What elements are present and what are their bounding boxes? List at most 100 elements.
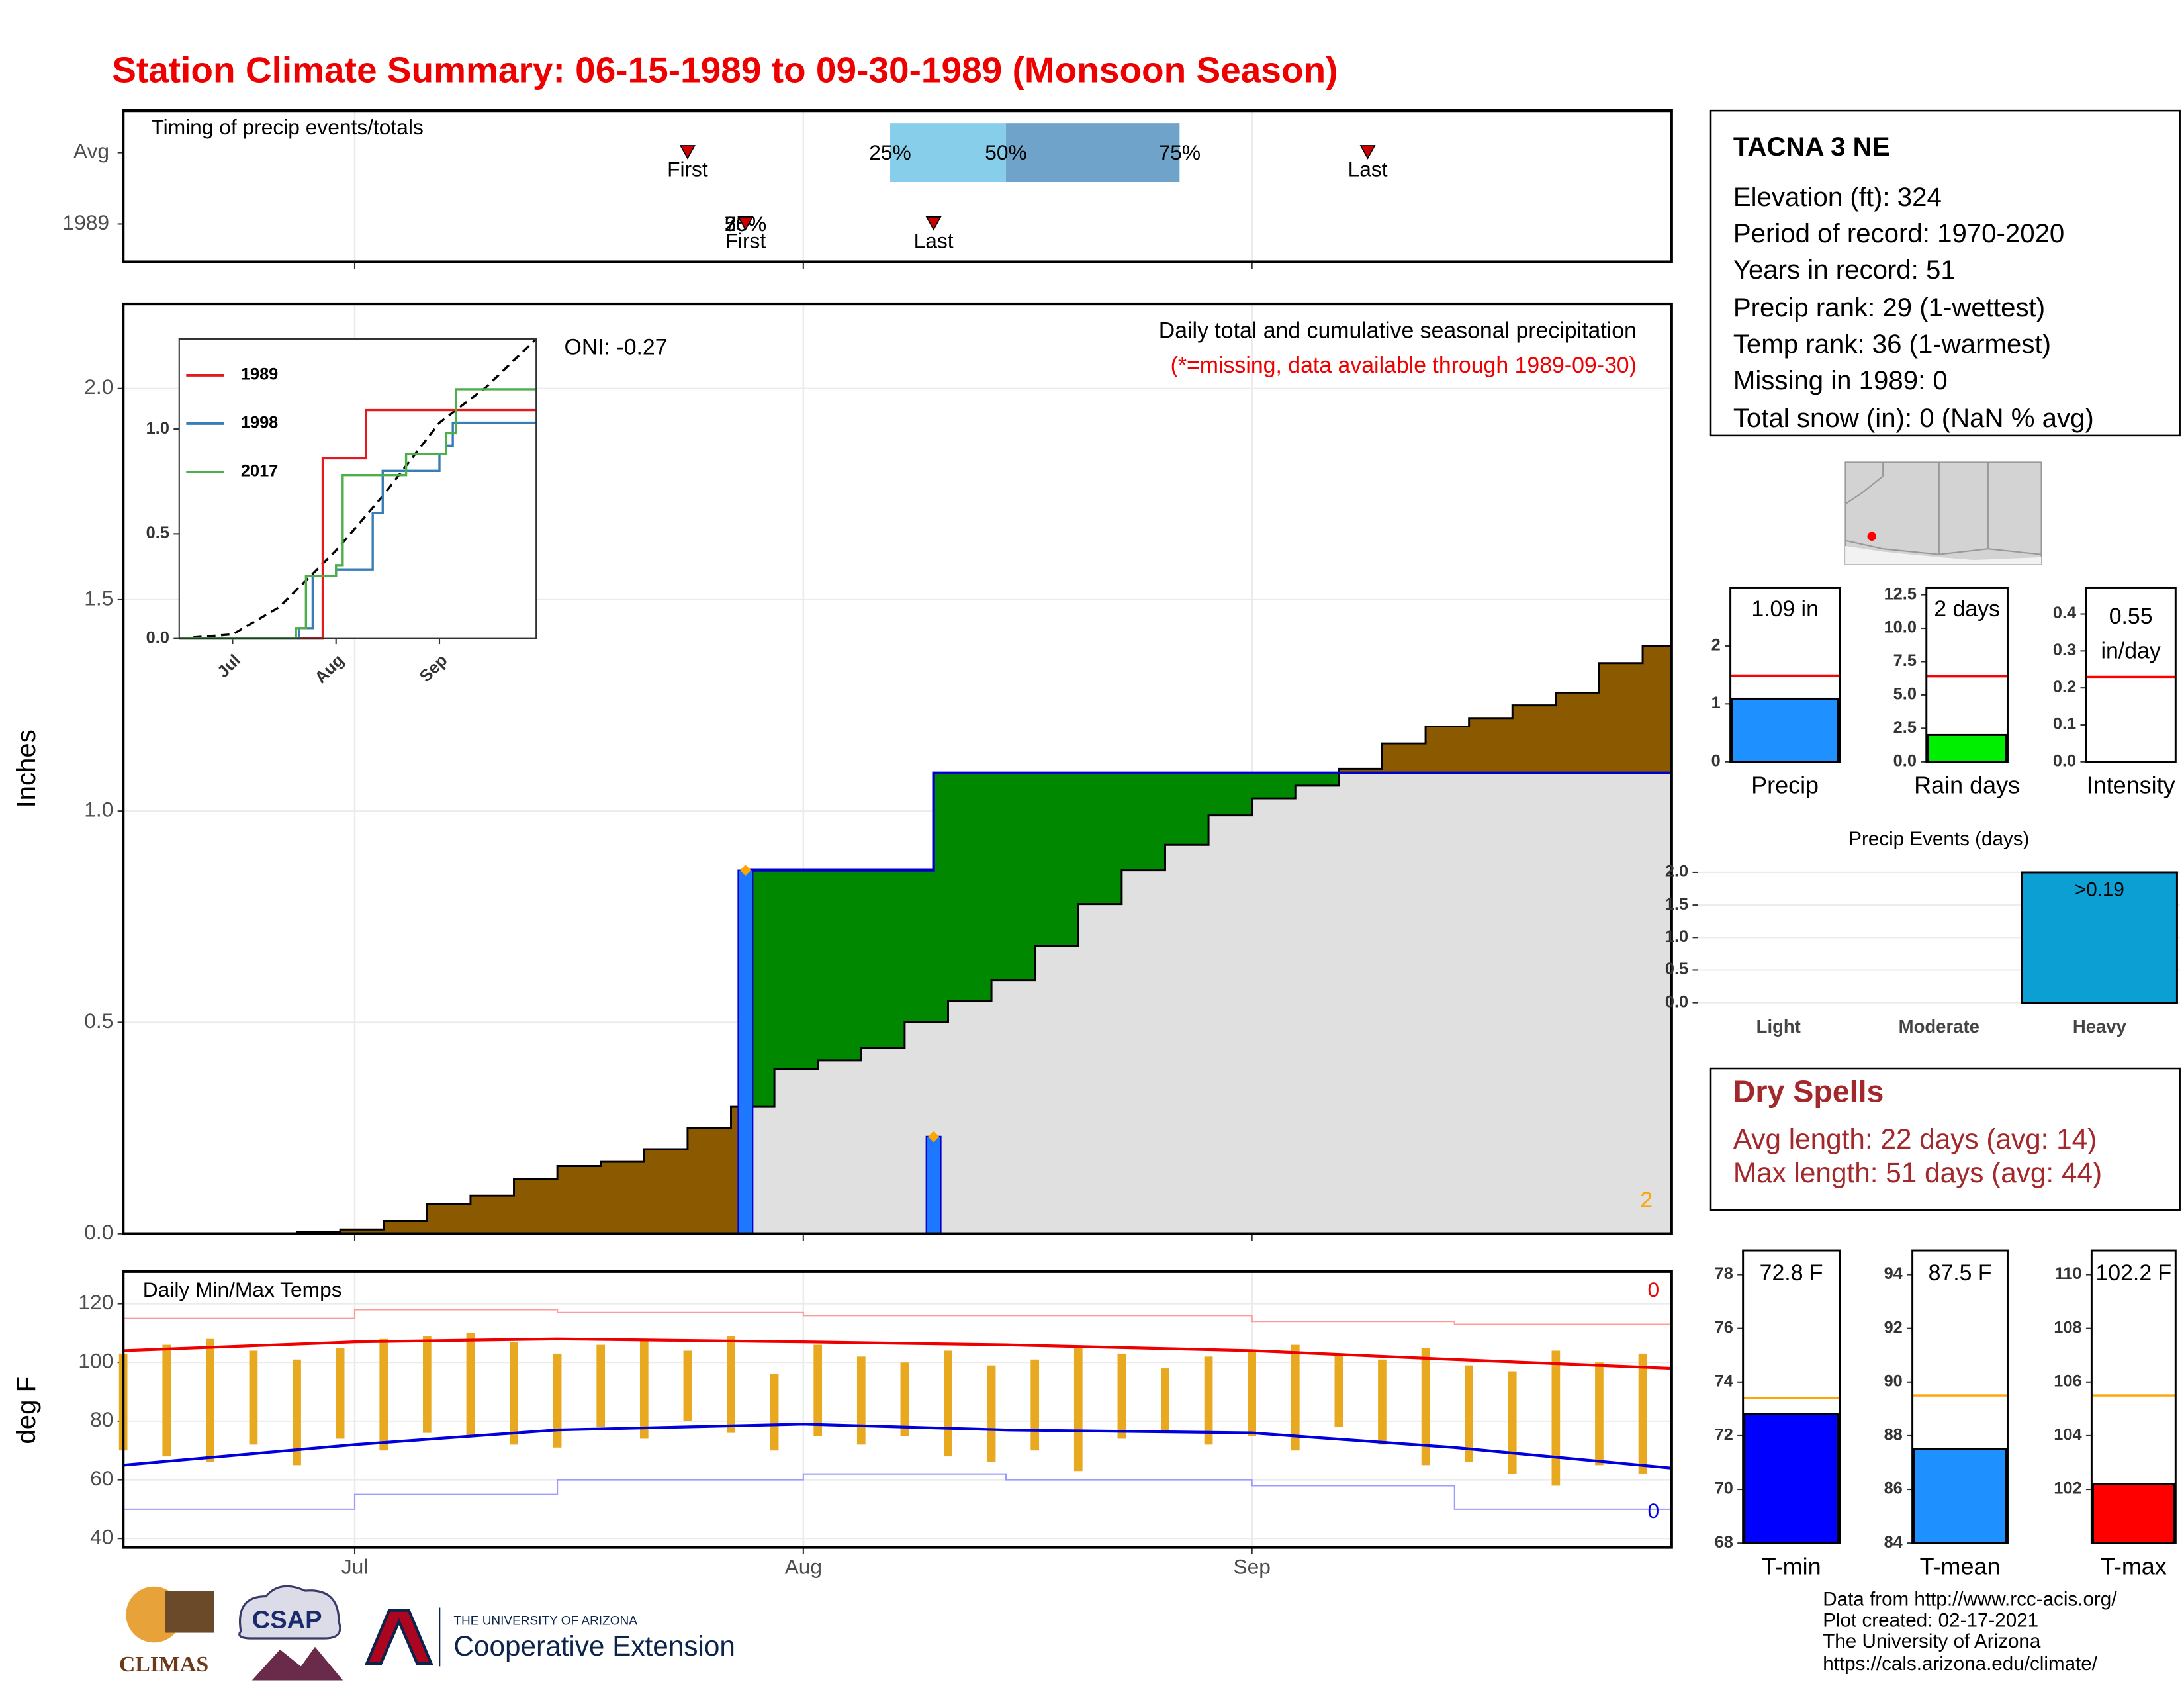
quartile-box <box>890 123 1006 183</box>
y-tick-label: 0.5 <box>84 1009 113 1033</box>
temp-bar <box>1508 1371 1517 1474</box>
station-line: Years in record: 51 <box>1733 255 1956 285</box>
temp-bar <box>1073 1348 1083 1472</box>
y-tick-label: 78 <box>1715 1264 1733 1283</box>
chart-frame <box>1729 586 1841 763</box>
y-tick-label: 0.0 <box>146 628 169 647</box>
y-tick-label: 1.0 <box>146 419 169 438</box>
y-tick-label: 40 <box>90 1525 113 1549</box>
daily-bar <box>925 1135 942 1235</box>
bar <box>2092 1483 2175 1544</box>
category-label: Precip <box>1751 771 1819 798</box>
y-tick-label: 7.5 <box>1893 651 1917 670</box>
bar-annotation: >0.19 <box>2075 878 2124 900</box>
normal-line <box>122 1423 1672 1470</box>
y-tick-label: 1 <box>1711 694 1721 712</box>
temp-bar <box>727 1336 735 1433</box>
station-box <box>1709 109 2181 437</box>
temp-bar <box>944 1350 952 1457</box>
panel-frame <box>122 1270 1673 1549</box>
event-marker <box>737 216 754 231</box>
record-count: 0 <box>1647 1499 1659 1523</box>
y-tick-label: 0.5 <box>146 524 169 542</box>
temp-bar <box>770 1374 779 1451</box>
chart-frame <box>1742 1249 1841 1544</box>
event-label: Last <box>914 228 954 252</box>
y-tick-label: 60 <box>90 1466 113 1490</box>
chart-frame <box>2090 1249 2177 1544</box>
event-marker <box>925 216 942 231</box>
station-line: Total snow (in): 0 (NaN % avg) <box>1733 403 2094 433</box>
category-label: Intensity <box>2087 771 2175 798</box>
x-tick-label: Jul <box>341 1555 369 1579</box>
temp-bar <box>1334 1353 1343 1427</box>
inset-frame <box>178 338 537 639</box>
dry-spells-title: Dry Spells <box>1733 1074 1884 1108</box>
daily-bar <box>737 869 754 1235</box>
y-tick-label: 106 <box>2054 1372 2081 1390</box>
value-label: 87.5 F <box>1929 1260 1992 1286</box>
y-axis-title: Inches <box>11 729 41 808</box>
y-tick-label: 94 <box>1884 1264 1903 1283</box>
dry-spells-line: Avg length: 22 days (avg: 14) <box>1733 1123 2097 1154</box>
panel-title: Timing of precip events/totals <box>151 115 423 139</box>
y-tick-label: 74 <box>1715 1372 1733 1390</box>
ua-small: THE UNIVERSITY OF ARIZONA <box>453 1615 637 1628</box>
y-tick-label: 10.0 <box>1884 618 1917 637</box>
category-label: Moderate <box>1899 1016 1979 1037</box>
dry-spells-line: Max length: 51 days (avg: 44) <box>1733 1157 2102 1188</box>
y-tick-label: 5.0 <box>1893 685 1917 704</box>
y-tick-label: 102 <box>2054 1479 2081 1498</box>
average-line <box>123 645 1672 1235</box>
credit: Data from http://www.rcc-acis.org/ <box>1823 1589 2117 1611</box>
bar <box>1927 733 2007 763</box>
y-tick-label: 108 <box>2054 1318 2081 1336</box>
y-tick-label: 72 <box>1715 1426 1733 1444</box>
temp-bar <box>1465 1365 1473 1462</box>
temp-bar <box>1030 1359 1040 1451</box>
temp-bar <box>293 1359 301 1466</box>
temp-bar <box>639 1338 649 1439</box>
quartile-label: 50% <box>985 140 1026 164</box>
y-tick-label: 12.5 <box>1884 585 1917 603</box>
y-tick-label: 100 <box>78 1349 113 1373</box>
y-tick-label: 88 <box>1884 1426 1903 1444</box>
y-tick-label: 2.5 <box>1893 718 1917 737</box>
legend-label: 1998 <box>241 414 278 432</box>
temp-bar <box>1291 1344 1300 1451</box>
record-line <box>123 1473 1672 1510</box>
temp-bar <box>336 1348 345 1439</box>
category-label: T-mean <box>1920 1553 2001 1580</box>
category-label: T-max <box>2101 1553 2167 1580</box>
row-label: 1989 <box>62 211 109 234</box>
csap-logo: CSAP <box>252 1607 322 1634</box>
event-marker <box>1359 145 1376 160</box>
temp-bar <box>900 1362 909 1436</box>
record-line <box>123 1309 1672 1333</box>
value-unit: in/day <box>2101 639 2160 664</box>
y-tick-label: 104 <box>2054 1426 2081 1444</box>
temp-bar <box>1378 1359 1387 1445</box>
panel-subtitle: Daily total and cumulative seasonal prec… <box>1159 318 1637 343</box>
x-tick-label: Sep <box>1233 1555 1270 1579</box>
y-tick-label: 1.0 <box>1665 927 1688 946</box>
temp-bar <box>813 1344 823 1436</box>
y-tick-label: 0.0 <box>1665 992 1688 1011</box>
page-title: Station Climate Summary: 06-15-1989 to 0… <box>112 50 1338 91</box>
y-tick-label: 0.5 <box>1665 960 1688 978</box>
temp-bar <box>856 1356 866 1445</box>
y-tick-label: 1.5 <box>84 586 113 610</box>
value-label: 2 days <box>1934 596 2000 622</box>
category-label: T-min <box>1762 1553 1821 1580</box>
y-tick-label: 76 <box>1715 1318 1733 1336</box>
legend-label: 2017 <box>241 462 278 481</box>
credit: The University of Arizona <box>1823 1630 2041 1652</box>
x-tick-label: Aug <box>785 1555 822 1579</box>
chart-title: Precip Events (days) <box>1848 828 2029 850</box>
y-tick-label: 0.4 <box>2053 604 2076 622</box>
logos: CLIMAS CSAP THE UNIVERSITY OF ARIZONA Co… <box>119 1585 735 1681</box>
y-tick-label: 92 <box>1884 1318 1903 1336</box>
station-name: TACNA 3 NE <box>1733 132 1890 162</box>
temp-bar <box>1595 1362 1604 1466</box>
y-tick-label: 1.5 <box>1665 895 1688 914</box>
